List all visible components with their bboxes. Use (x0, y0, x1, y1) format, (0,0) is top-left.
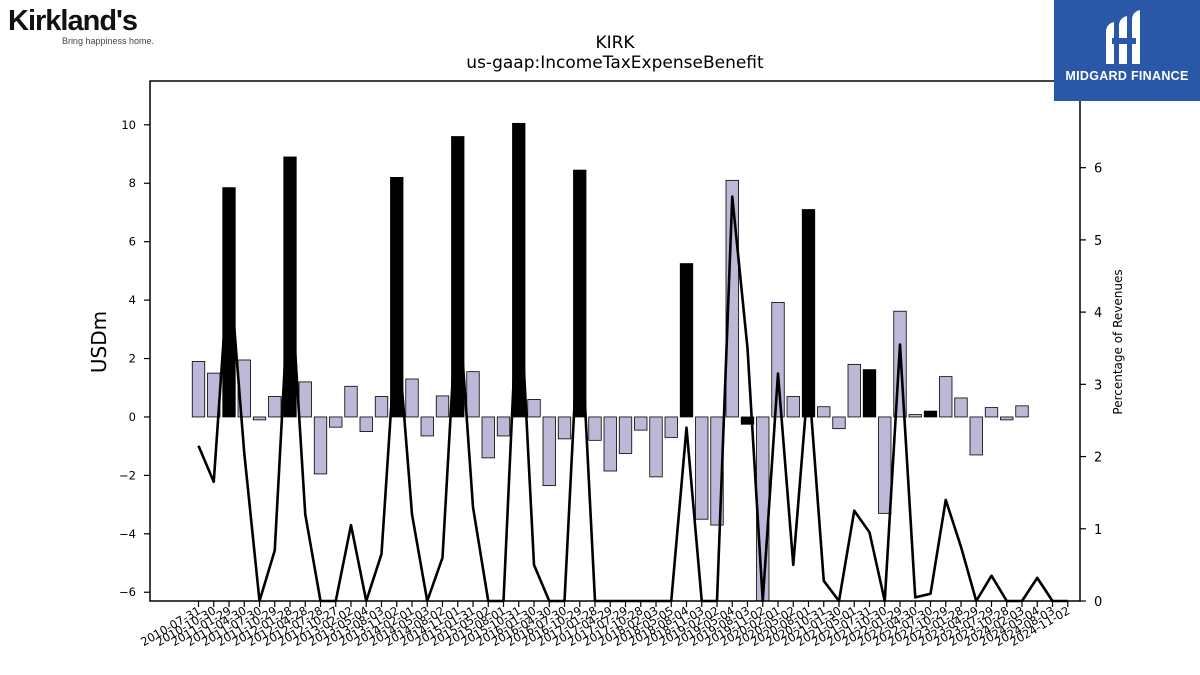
line-layer (197, 195, 1068, 603)
quarter-bar (298, 381, 312, 418)
chart-title: KIRK (595, 33, 635, 53)
quarter-bar (786, 396, 800, 418)
bars-layer (191, 122, 1029, 602)
y-tick-label: 2 (129, 352, 136, 366)
annual-bar (862, 369, 877, 418)
quarter-bar (939, 376, 953, 418)
y2-axis-label: Percentage of Revenues (1111, 269, 1125, 414)
quarter-bar (420, 416, 434, 437)
quarter-bar (313, 416, 328, 475)
y-tick-label: −4 (119, 527, 136, 541)
quarter-bar (252, 416, 267, 421)
brand-name: Kirkland's (8, 5, 138, 37)
quarter-bar (878, 416, 892, 514)
chart-subtitle: us-gaap:IncomeTaxExpenseBenefit (466, 53, 764, 73)
y2-tick-label: 0 (1094, 595, 1102, 610)
badge-text: MIDGARD FINANCE (1065, 69, 1189, 83)
y-tick-label: 0 (129, 410, 136, 424)
annual-bar (740, 416, 755, 425)
quarter-bar (618, 416, 633, 454)
axes-layer: −6−4−20246810012345672010-07-312010-10-3… (119, 80, 1102, 649)
quarter-bar (954, 397, 968, 418)
annual-bar (923, 410, 938, 418)
quarter-bar (649, 416, 663, 478)
pct-revenues-line (197, 195, 1068, 603)
plot-frame (149, 80, 1081, 602)
y2-tick-label: 4 (1094, 306, 1102, 321)
annual-bar (679, 263, 694, 418)
annual-bar (801, 209, 816, 418)
quarter-bar (695, 416, 709, 520)
quarter-bar (908, 414, 922, 418)
quarter-bar (634, 416, 648, 431)
y-tick-label: −2 (119, 468, 136, 482)
y-tick-label: 4 (129, 293, 136, 307)
y-tick-label: 10 (121, 118, 136, 132)
annual-bar (222, 187, 236, 418)
quarter-bar (1015, 405, 1029, 418)
quarter-bar (374, 396, 389, 418)
y-tick-label: 8 (129, 176, 136, 190)
y2-tick-label: 2 (1094, 451, 1102, 466)
quarter-bar (1000, 416, 1014, 421)
quarter-bar (496, 416, 511, 437)
quarter-bar (557, 416, 572, 440)
quarter-bar (405, 378, 419, 418)
quarter-bar (329, 416, 343, 428)
quarter-bar (832, 416, 846, 430)
y-tick-label: 6 (129, 235, 136, 249)
quarter-bar (191, 361, 206, 418)
quarter-bar (435, 395, 450, 418)
y2-tick-label: 6 (1094, 162, 1102, 177)
y-tick-label: −6 (119, 585, 136, 599)
quarter-bar (588, 416, 602, 441)
quarter-bar (527, 399, 541, 418)
quarter-bar (847, 363, 861, 418)
quarter-bar (542, 416, 556, 487)
quarter-bar (359, 416, 373, 432)
y2-tick-label: 3 (1094, 378, 1102, 393)
quarter-bar (664, 416, 678, 438)
midgard-logo-icon (1106, 10, 1140, 64)
quarter-bar (466, 371, 480, 418)
brand-tagline: Bring happiness home. (61, 36, 154, 46)
quarter-bar (817, 406, 831, 418)
quarter-bar (344, 385, 358, 418)
kirklands-logo: Kirkland's Bring happiness home. (8, 4, 158, 46)
midgard-finance-badge: MIDGARD FINANCE (1054, 0, 1200, 101)
quarter-bar (603, 416, 617, 472)
quarter-bar (984, 407, 999, 418)
quarter-bar (969, 416, 983, 456)
quarter-bar (771, 302, 785, 418)
y-axis-label: USDm (87, 311, 111, 373)
y2-tick-label: 5 (1094, 234, 1102, 249)
quarter-bar (481, 416, 495, 459)
y2-tick-label: 1 (1094, 523, 1102, 538)
quarter-bar (268, 396, 282, 418)
